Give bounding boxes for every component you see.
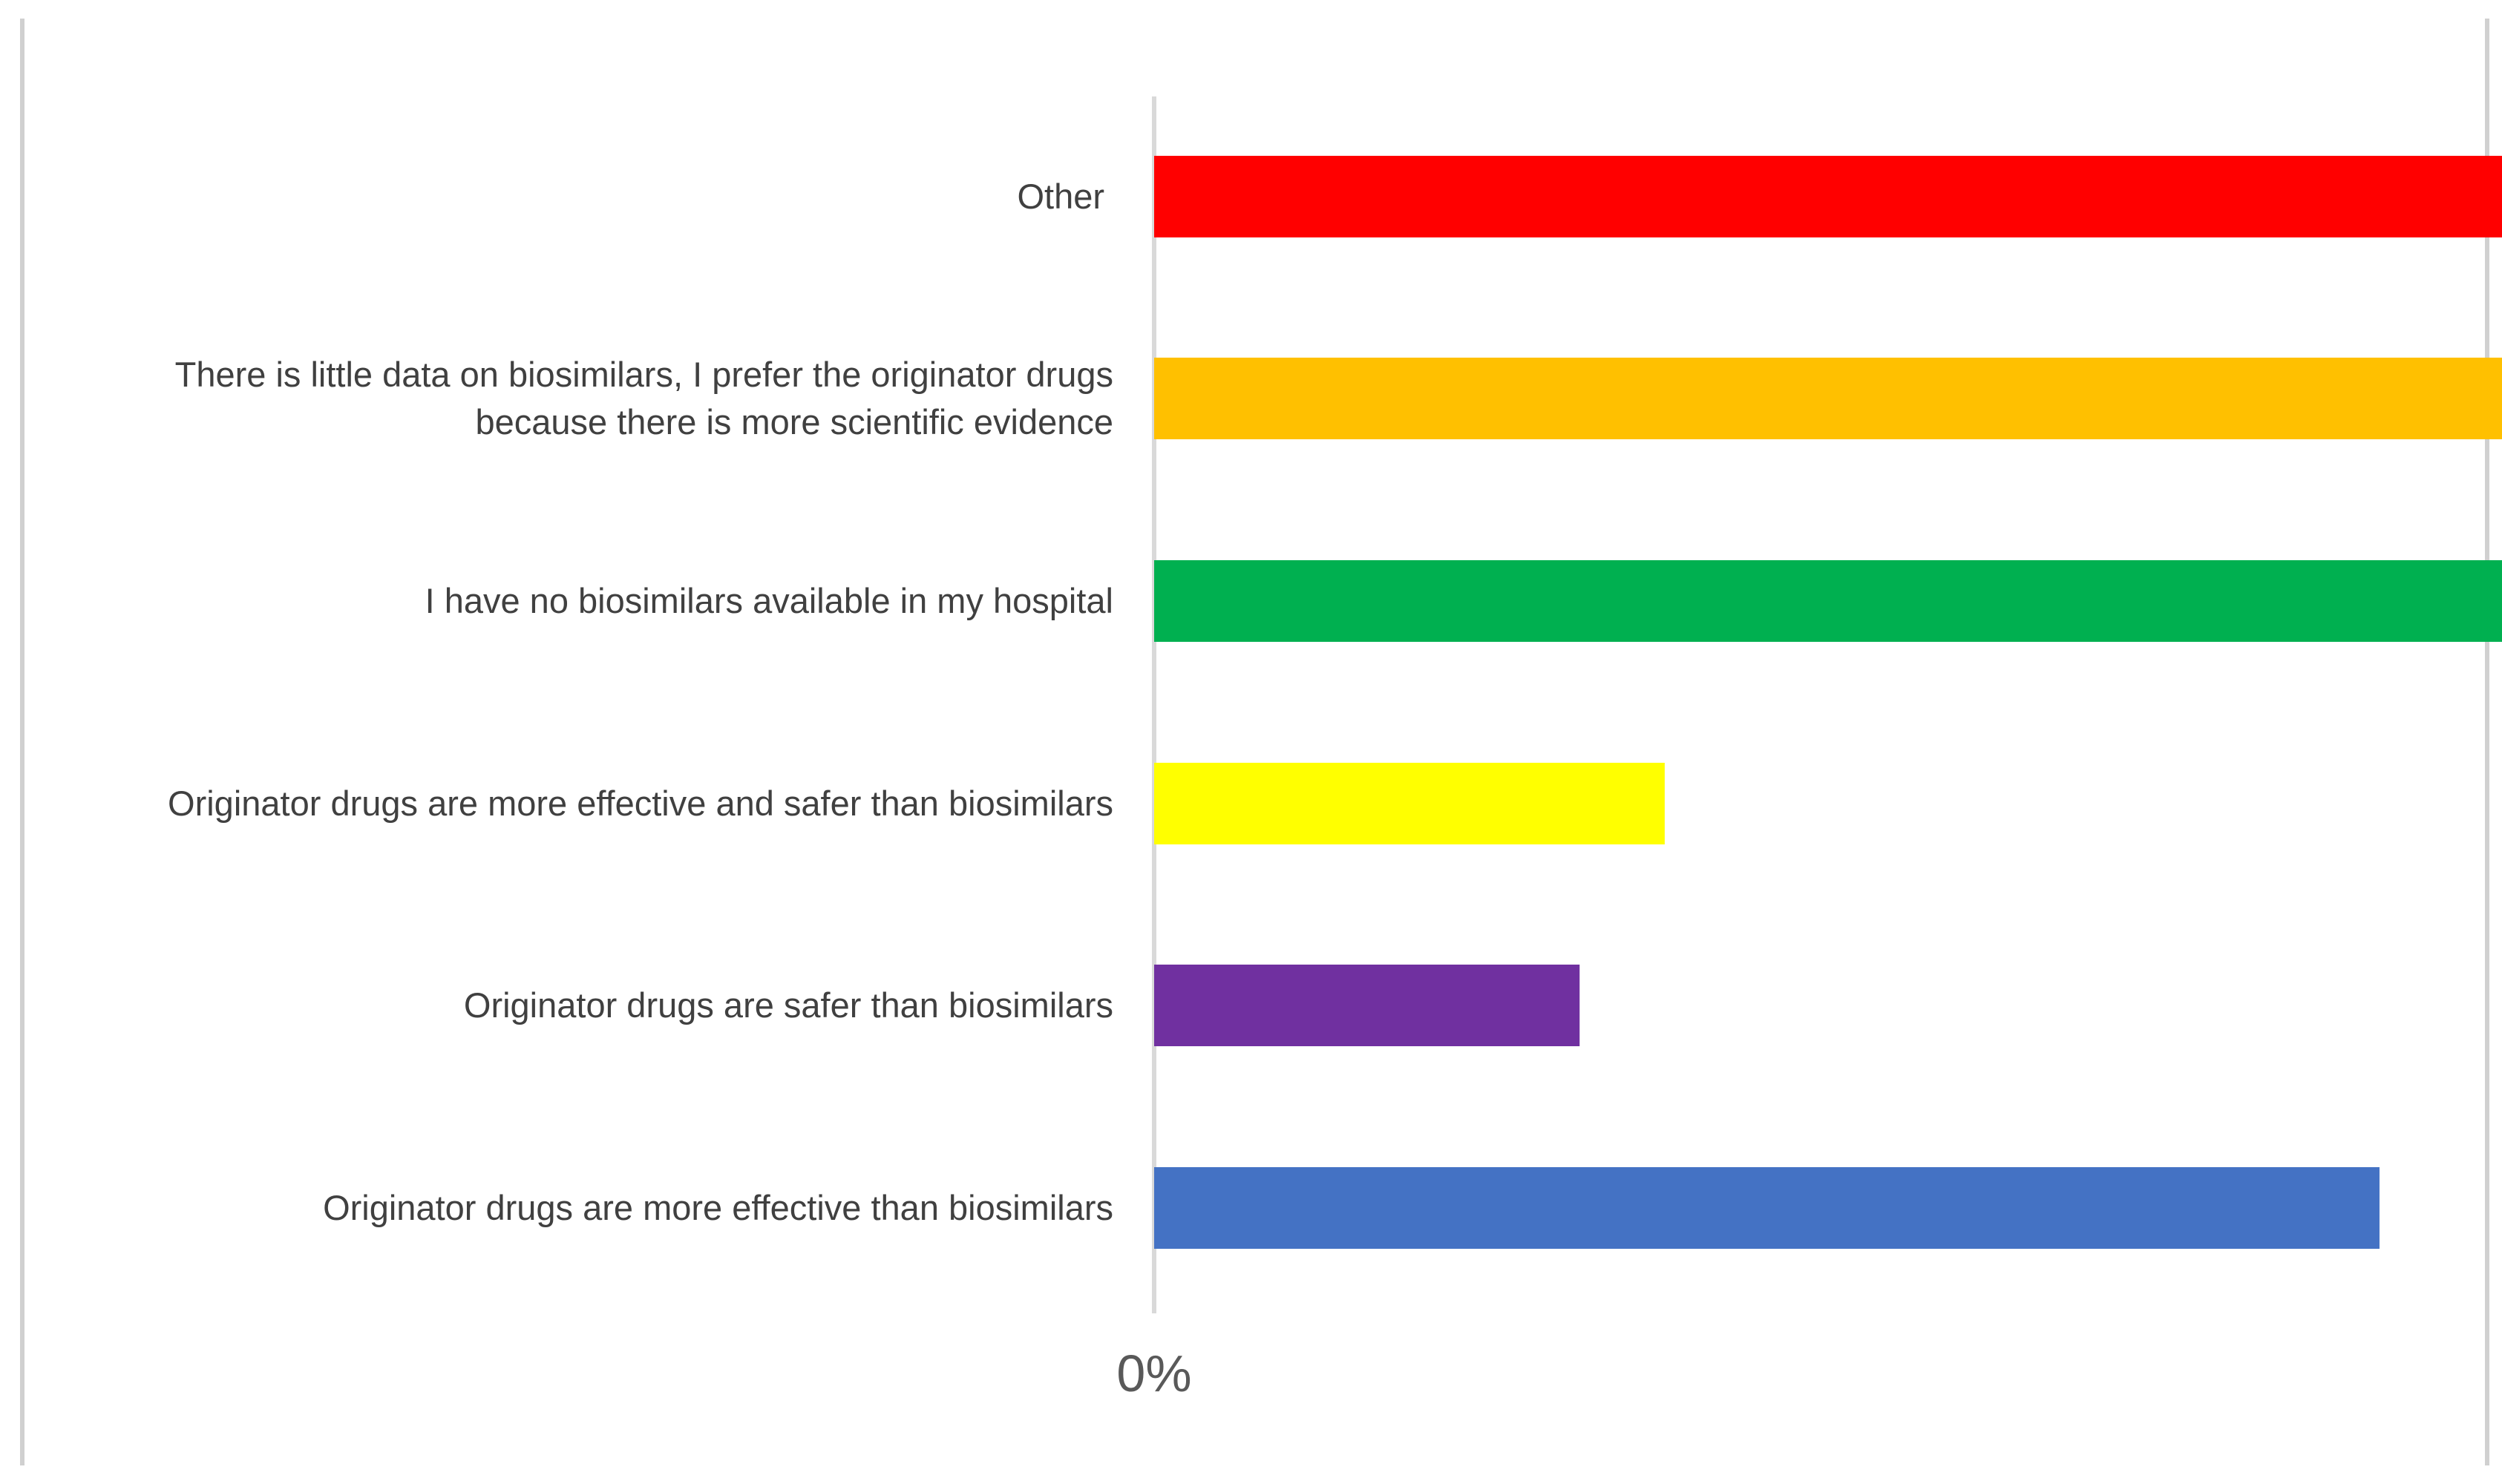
- bar-5: [1154, 965, 1580, 1046]
- category-label-1: Other: [1017, 177, 1104, 216]
- category-label-2-line-2: because there is more scientific evidenc…: [476, 402, 1114, 441]
- gridlines: [1152, 96, 1156, 1313]
- bar-3: [1154, 560, 2502, 642]
- x-axis-tick-labels: 0%10%20%30%40%50%60%70%: [1116, 1345, 1191, 1402]
- bar-2: [1154, 358, 2502, 439]
- bar-1: [1154, 156, 2502, 237]
- bar-4: [1154, 763, 1665, 844]
- category-label-5: Originator drugs are safer than biosimil…: [464, 985, 1113, 1025]
- bar-6: [1154, 1167, 2380, 1249]
- category-label-2-line-1: There is little data on biosimilars, I p…: [175, 355, 1113, 394]
- category-labels: Other There is little data on biosimilars…: [168, 177, 1113, 1227]
- category-label-6: Originator drugs are more effective than…: [323, 1188, 1113, 1227]
- bars: [1154, 156, 2502, 1249]
- chart-frame: [20, 19, 2489, 1465]
- category-label-4: Originator drugs are more effective and …: [168, 784, 1113, 823]
- tick-label-0: 0%: [1116, 1345, 1191, 1402]
- category-label-3: I have no biosimilars available in my ho…: [425, 581, 1113, 620]
